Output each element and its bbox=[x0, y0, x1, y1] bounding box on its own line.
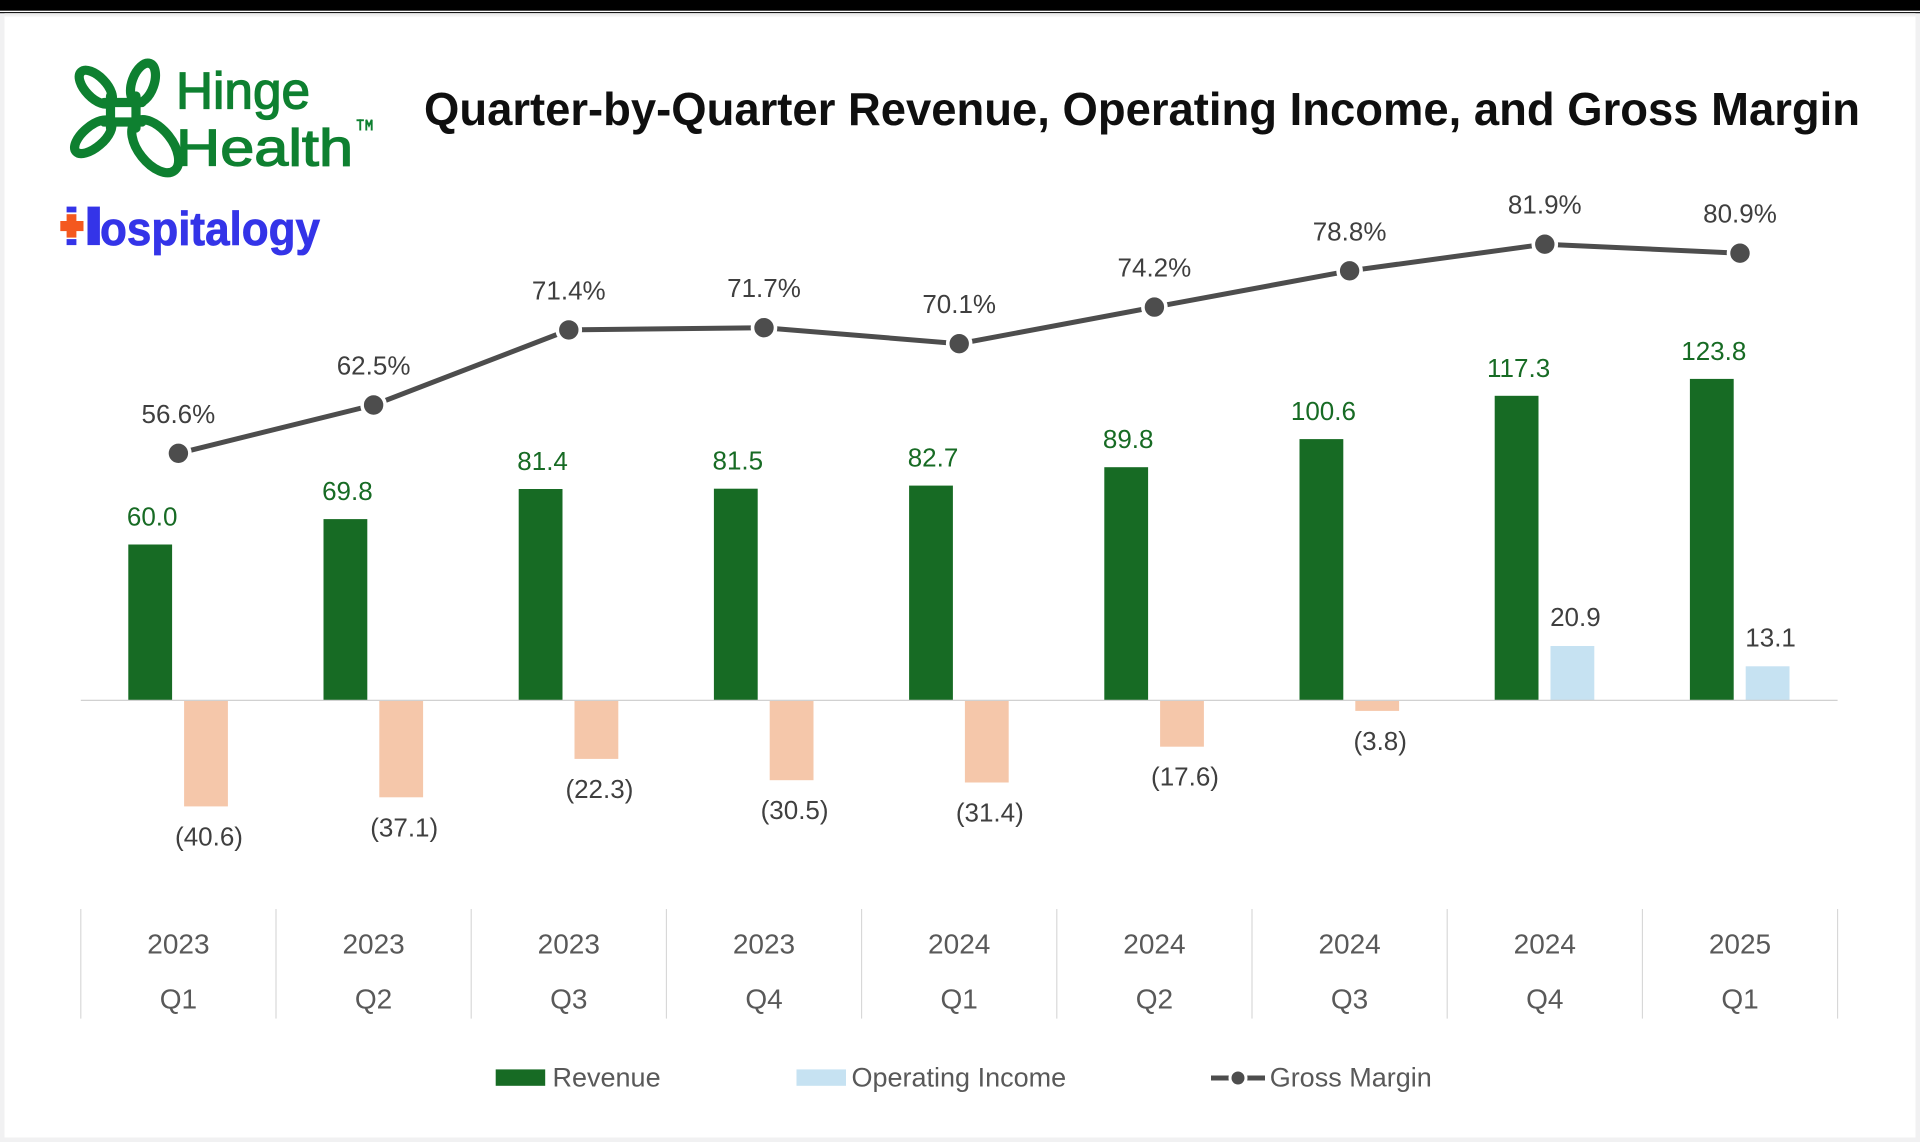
svg-text:Q4: Q4 bbox=[1526, 984, 1563, 1015]
svg-text:Q1: Q1 bbox=[160, 984, 197, 1015]
svg-text:Operating Income: Operating Income bbox=[852, 1063, 1067, 1093]
svg-text:80.9%: 80.9% bbox=[1703, 199, 1777, 229]
svg-text:2024: 2024 bbox=[1514, 929, 1576, 960]
svg-text:2025: 2025 bbox=[1709, 929, 1771, 960]
svg-text:71.4%: 71.4% bbox=[532, 275, 606, 305]
svg-text:Q3: Q3 bbox=[1331, 984, 1368, 1015]
svg-text:71.7%: 71.7% bbox=[727, 273, 801, 303]
svg-text:2023: 2023 bbox=[538, 929, 600, 960]
svg-text:Q1: Q1 bbox=[941, 984, 978, 1015]
svg-text:20.9: 20.9 bbox=[1550, 602, 1601, 632]
svg-text:13.1: 13.1 bbox=[1745, 622, 1796, 652]
svg-text:60.0: 60.0 bbox=[127, 502, 178, 532]
svg-text:(30.5): (30.5) bbox=[761, 795, 829, 825]
svg-text:2023: 2023 bbox=[147, 929, 209, 960]
svg-text:2023: 2023 bbox=[733, 929, 795, 960]
svg-text:Q3: Q3 bbox=[550, 984, 587, 1015]
svg-text:Hinge: Hinge bbox=[176, 62, 310, 120]
svg-text:100.6: 100.6 bbox=[1291, 396, 1356, 426]
svg-text:Q2: Q2 bbox=[355, 984, 392, 1015]
svg-text:117.3: 117.3 bbox=[1487, 353, 1550, 383]
svg-text:2023: 2023 bbox=[342, 929, 404, 960]
svg-text:(3.8): (3.8) bbox=[1353, 726, 1406, 756]
svg-text:Q4: Q4 bbox=[745, 984, 782, 1015]
svg-text:Q1: Q1 bbox=[1721, 984, 1758, 1015]
svg-text:70.1%: 70.1% bbox=[922, 289, 996, 319]
svg-text:Health: Health bbox=[176, 119, 353, 177]
svg-text:(17.6): (17.6) bbox=[1151, 762, 1219, 792]
svg-text:Gross Margin: Gross Margin bbox=[1270, 1063, 1432, 1093]
svg-text:81.5: 81.5 bbox=[712, 446, 763, 476]
svg-text:123.8: 123.8 bbox=[1681, 336, 1746, 366]
svg-text:69.8: 69.8 bbox=[322, 476, 373, 506]
svg-text:78.8%: 78.8% bbox=[1313, 216, 1387, 246]
svg-text:2024: 2024 bbox=[1123, 929, 1185, 960]
svg-text:Quarter-by-Quarter Revenue, Op: Quarter-by-Quarter Revenue, Operating In… bbox=[424, 83, 1860, 135]
svg-text:Revenue: Revenue bbox=[553, 1063, 661, 1093]
svg-text:(37.1): (37.1) bbox=[370, 812, 438, 842]
svg-text:81.4: 81.4 bbox=[517, 446, 568, 476]
svg-text:89.8: 89.8 bbox=[1103, 424, 1154, 454]
svg-text:81.9%: 81.9% bbox=[1508, 190, 1582, 220]
svg-text:(40.6): (40.6) bbox=[175, 821, 243, 851]
svg-text:2024: 2024 bbox=[928, 929, 990, 960]
svg-text:56.6%: 56.6% bbox=[142, 399, 216, 429]
svg-text:(31.4): (31.4) bbox=[956, 798, 1024, 828]
svg-text:2024: 2024 bbox=[1318, 929, 1380, 960]
svg-text:ospitalogy: ospitalogy bbox=[100, 202, 320, 255]
svg-text:82.7: 82.7 bbox=[908, 443, 959, 473]
svg-text:(22.3): (22.3) bbox=[565, 774, 633, 804]
svg-text:Q2: Q2 bbox=[1136, 984, 1173, 1015]
svg-text:74.2%: 74.2% bbox=[1118, 253, 1192, 283]
svg-text:62.5%: 62.5% bbox=[337, 351, 411, 381]
